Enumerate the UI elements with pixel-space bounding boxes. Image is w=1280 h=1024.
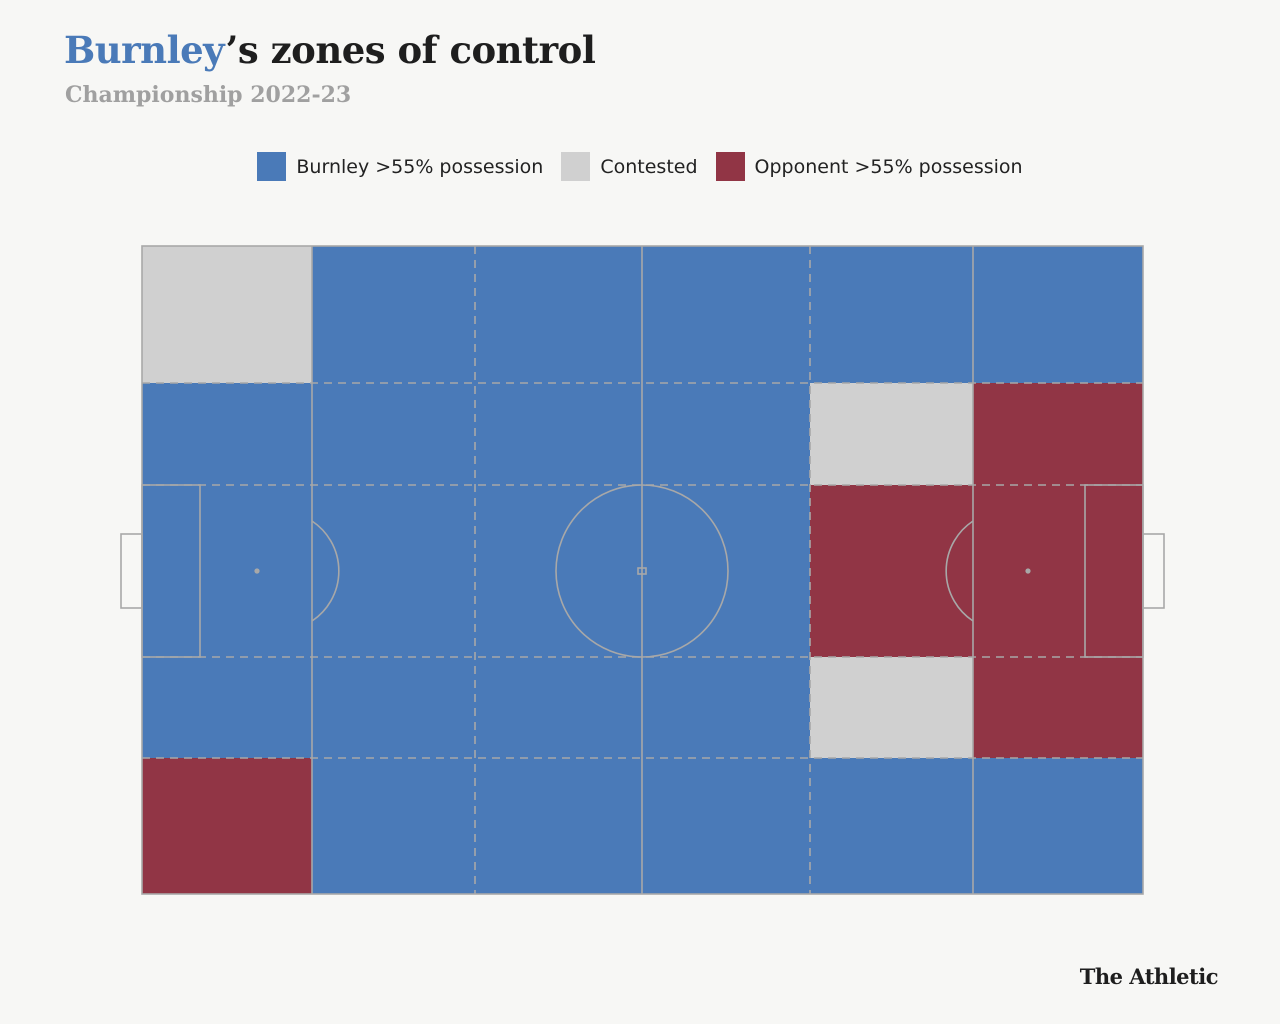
zone-cell-r2-c5 [973,485,1143,657]
zone-cell-r0-c2 [475,246,642,383]
zone-cell-r0-c4 [810,246,973,383]
legend-item-opponent: Opponent >55% possession [715,152,1023,181]
penalty-arc-left [311,520,340,622]
zone-cell-r3-c4 [810,657,973,758]
zone-cell-r3-c2 [475,657,642,758]
chart-subtitle: Championship 2022-23 [65,82,352,108]
zone-cell-r2-c0 [142,485,312,657]
title-team: Burnley [64,28,226,72]
zone-cell-r2-c4 [810,485,973,657]
brand-logo: The Athletic [1079,964,1219,989]
zone-cell-r4-c3 [642,758,810,894]
penalty-spot-left [254,568,260,574]
zone-cell-r1-c5 [973,383,1143,485]
penalty-spot-right [1025,568,1031,574]
legend-swatch-opponent [715,152,745,181]
legend-item-contested: Contested [561,152,698,181]
zone-cell-r3-c5 [973,657,1143,758]
zone-cell-r4-c0 [142,758,312,894]
chart-title: Burnley’s zones of control [64,28,596,72]
zone-cell-r4-c1 [312,758,475,894]
zone-cell-r1-c1 [312,383,475,485]
goal-right [1142,533,1165,609]
pitch-outline [141,245,1144,895]
zone-cell-r0-c3 [642,246,810,383]
zones-layer [142,246,1143,894]
legend-item-burnley: Burnley >55% possession [257,152,543,181]
zone-cell-r0-c0 [142,246,312,383]
goal-left [120,533,143,609]
zone-cell-r3-c0 [142,657,312,758]
legend-label-burnley: Burnley >55% possession [296,155,544,178]
title-rest: ’s zones of control [225,28,596,72]
zone-cell-r2-c3 [642,485,810,657]
zone-cell-r1-c4 [810,383,973,485]
penalty-arc-right [945,520,974,622]
zone-cell-r2-c2 [475,485,642,657]
zone-cell-r4-c2 [475,758,642,894]
zone-cell-r4-c5 [973,758,1143,894]
zone-cell-r3-c3 [642,657,810,758]
centre-spot [637,567,647,575]
zone-cell-r1-c2 [475,383,642,485]
legend: Burnley >55% possession Contested Oppone… [0,152,1280,181]
zone-cell-r4-c4 [810,758,973,894]
legend-swatch-contested [561,152,591,181]
centre-circle [555,484,729,658]
zone-cell-r0-c5 [973,246,1143,383]
zone-cell-r0-c1 [312,246,475,383]
pitch-lines [120,245,1165,895]
zone-cell-r1-c3 [642,383,810,485]
zone-cell-r2-c1 [312,485,475,657]
zone-cell-r3-c1 [312,657,475,758]
zone-cell-r1-c0 [142,383,312,485]
legend-label-contested: Contested [600,155,698,178]
legend-swatch-burnley [257,152,287,181]
legend-label-opponent: Opponent >55% possession [754,155,1023,178]
